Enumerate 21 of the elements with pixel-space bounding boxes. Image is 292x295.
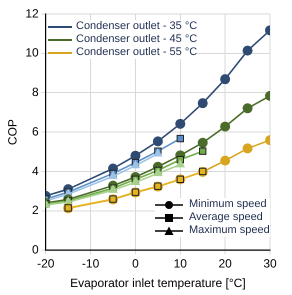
legend-label: Condenser outlet - 55 °C — [76, 46, 198, 59]
annotation: Minimum speed — [189, 198, 267, 211]
x-tick-label: 30 — [263, 256, 277, 271]
y-tick-label: 6 — [32, 124, 40, 138]
x-tick-label: -20 — [37, 256, 55, 271]
annotation: Average speed — [189, 211, 263, 224]
x-axis-title: Evaporator inlet temperature [°C] — [70, 276, 246, 290]
y-tick-label: 4 — [32, 164, 40, 178]
x-tick-label: 20 — [218, 256, 232, 271]
y-tick-label: 10 — [25, 46, 40, 60]
x-tick-label: 0 — [132, 256, 140, 271]
annotation: Maximum speed — [189, 224, 270, 237]
y-tick-label: 0 — [32, 242, 40, 257]
x-tick-label: -10 — [82, 256, 100, 271]
y-tick-label: 8 — [32, 85, 40, 100]
legend-label: Condenser outlet - 35 °C — [76, 20, 198, 33]
y-tick-label: 2 — [32, 203, 40, 218]
y-axis-title: COP — [6, 119, 20, 146]
legend-label: Condenser outlet - 45 °C — [76, 33, 198, 46]
y-tick-label: 12 — [25, 6, 40, 20]
x-tick-label: 10 — [174, 256, 188, 271]
